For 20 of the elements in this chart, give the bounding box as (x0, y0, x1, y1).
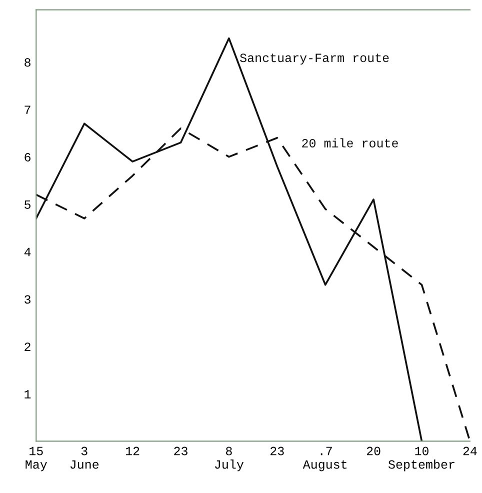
y-tick-label: 2 (24, 342, 30, 351)
x-tick-label: 23 (270, 446, 284, 456)
y-tick-label: 7 (24, 106, 30, 114)
x-tick-label: 23 (174, 446, 188, 456)
series-label: 20 mile route (302, 138, 398, 148)
y-tick-label: 3 (24, 295, 30, 304)
x-tick-label: 3 June (70, 446, 99, 469)
y-tick-label: 1 (24, 390, 31, 398)
x-tick-label: 24 (463, 446, 477, 456)
x-tick-label: 12 (126, 446, 140, 456)
x-tick-label: 8 July (215, 446, 244, 472)
series-label: Sanctuary-Farm route (240, 54, 389, 65)
x-tick-label: 15 May (26, 446, 47, 472)
x-tick-label: 10 September (388, 446, 454, 472)
x-tick-label: 20 (366, 446, 380, 456)
y-tick-label: 8 (24, 58, 30, 67)
y-tick-label: 6 (24, 152, 30, 162)
y-tick-label: 5 (24, 200, 30, 209)
x-tick-label: .7 August (302, 446, 347, 472)
y-tick-label: 4 (24, 248, 31, 256)
